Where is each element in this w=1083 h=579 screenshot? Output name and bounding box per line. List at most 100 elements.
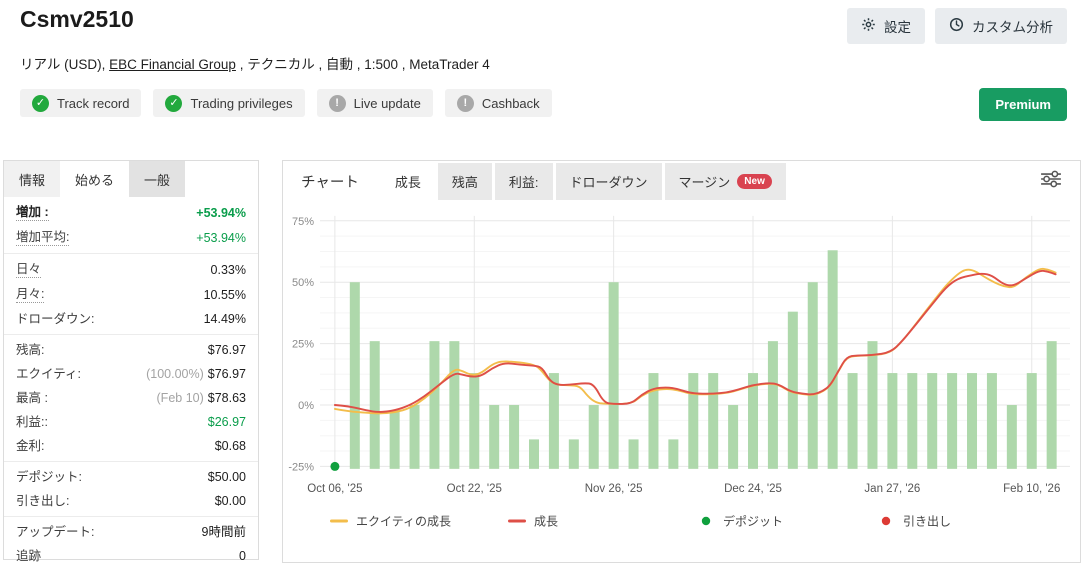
badge-live-update: ! Live update: [316, 89, 433, 117]
chart-tab-balance[interactable]: 残高: [437, 163, 492, 200]
x-axis-label: Oct 22, '25: [447, 483, 502, 495]
custom-analysis-button-label: カスタム分析: [972, 20, 1053, 35]
check-icon: ✓: [32, 94, 49, 112]
growth-bar: [489, 405, 500, 469]
chart-panel: チャート 成長 残高 利益: ドローダウン マージン New: [282, 160, 1081, 563]
stat-row-profit: 利益:: $26.97: [4, 410, 258, 434]
y-axis-label: 25%: [292, 339, 314, 351]
growth-bar: [469, 373, 480, 469]
growth-bar: [648, 373, 659, 469]
growth-bar: [807, 282, 818, 469]
premium-button[interactable]: Premium: [979, 88, 1067, 121]
stat-row-drawdown: ドローダウン: 14.49%: [4, 307, 258, 331]
growth-bar: [409, 405, 420, 469]
broker-link[interactable]: EBC Financial Group: [109, 57, 236, 72]
growth-bar: [847, 373, 858, 469]
stat-label-gain[interactable]: 増加 :: [16, 205, 49, 221]
legend-swatch-line: [508, 519, 526, 523]
stats-list: 増加 : +53.94% 増加平均: +53.94% 日々 0.33% 月々: 10.55% ド…: [4, 197, 258, 571]
x-axis-label: Oct 06, '25: [307, 483, 362, 495]
stat-group-1: 日々 0.33% 月々: 10.55% ドローダウン: 14.49%: [4, 253, 258, 334]
stat-row-gain: 増加 : +53.94%: [4, 200, 258, 225]
stat-label-profit: 利益::: [16, 415, 48, 429]
chart-panel-title: チャート: [301, 175, 359, 191]
stat-row-balance: 残高: $76.97: [4, 338, 258, 362]
sidebar-tabs: 情報 始める 一般: [4, 161, 258, 197]
stat-value-muted-equity: (100.00%): [146, 367, 204, 381]
growth-bar: [728, 405, 739, 469]
settings-button[interactable]: 設定: [847, 8, 925, 44]
stat-label-interest: 金利:: [16, 439, 45, 453]
growth-bar: [509, 405, 520, 469]
sidebar-tab-getting-started[interactable]: 始める: [60, 161, 130, 197]
legend-label: 引き出し: [903, 515, 951, 529]
stat-row-equity: エクイティ: (100.00%) $76.97: [4, 362, 258, 386]
stat-value-deposits: $50.00: [207, 470, 246, 484]
growth-bar: [608, 282, 619, 469]
custom-analysis-button[interactable]: カスタム分析: [935, 8, 1067, 44]
growth-bar: [449, 341, 460, 469]
sidebar-tab-general[interactable]: 一般: [129, 161, 186, 197]
deposit-marker: [330, 461, 340, 471]
stat-label-daily[interactable]: 日々: [16, 262, 42, 278]
chart-tab-drawdown[interactable]: ドローダウン: [555, 163, 662, 200]
exclamation-icon: !: [456, 94, 474, 112]
legend-swatch-dot: [701, 516, 711, 526]
x-axis-label: Jan 27, '26: [864, 483, 920, 495]
stat-group-3: デポジット: $50.00 引き出し: $0.00: [4, 461, 258, 516]
chart-tab-label-balance: 残高: [451, 175, 478, 190]
stat-value-balance: $76.97: [207, 343, 246, 357]
stat-label-balance: 残高:: [16, 343, 45, 357]
growth-bar: [548, 373, 559, 469]
chart-tabs: 成長 残高 利益: ドローダウン マージン New: [380, 163, 789, 200]
subtitle-suffix: , テクニカル , 自動 , 1:500 , MetaTrader 4: [235, 57, 490, 72]
page-title: Csmv2510: [20, 6, 134, 32]
stat-value-withdrawals: $0.00: [214, 494, 246, 508]
x-axis-label: Nov 26, '25: [585, 483, 643, 495]
stat-label-monthly[interactable]: 月々:: [16, 287, 45, 303]
stat-label-highest: 最高 :: [16, 391, 48, 405]
stat-group-4: アップデート: 9時間前 追跡 0: [4, 516, 258, 571]
stat-value-gain: +53.94%: [196, 205, 246, 220]
growth-bar: [947, 373, 958, 469]
badge-label: Trading privileges: [190, 95, 293, 111]
sliders-icon: [1040, 170, 1062, 193]
growth-bar: [748, 373, 759, 469]
stat-row-withdrawals: 引き出し: $0.00: [4, 489, 258, 513]
stat-label-drawdown: ドローダウン:: [16, 312, 95, 326]
chart-tab-growth[interactable]: 成長: [380, 163, 435, 200]
stat-group-0: 増加 : +53.94% 増加平均: +53.94%: [4, 197, 258, 253]
y-axis-label: 75%: [292, 216, 314, 228]
series-line-growth: [333, 269, 1057, 413]
stat-value-interest: $0.68: [214, 439, 246, 453]
subtitle-prefix: リアル (USD),: [20, 57, 110, 72]
stat-row-highest: 最高 : (Feb 10) $78.63: [4, 386, 258, 410]
growth-bar: [887, 373, 898, 469]
growth-bar: [708, 373, 719, 469]
check-icon: ✓: [165, 94, 183, 112]
sidebar-tab-info[interactable]: 情報: [4, 161, 61, 197]
chart-filter-button[interactable]: [1034, 163, 1068, 200]
stat-value-monthly: 10.55%: [203, 287, 246, 302]
stat-label-updated: アップデート:: [16, 525, 95, 539]
stat-label-gain-avg[interactable]: 増加平均:: [16, 230, 70, 246]
growth-bar: [349, 282, 360, 469]
badge-label: Live update: [353, 95, 421, 111]
chart-tabs-row: チャート 成長 残高 利益: ドローダウン マージン New: [283, 161, 1080, 200]
growth-bar: [668, 439, 679, 469]
badge-trading-privileges: ✓ Trading privileges: [153, 89, 305, 117]
stat-row-interest: 金利: $0.68: [4, 434, 258, 458]
growth-chart: Oct 06, '25 Oct 22, '25 Nov 26, '25 Dec 24,…: [288, 216, 1070, 529]
growth-bar: [429, 341, 440, 469]
chart-tab-profit[interactable]: 利益:: [494, 163, 553, 200]
badge-label: Cashback: [481, 95, 540, 111]
badge-label: Track record: [57, 95, 130, 111]
stat-label-tracking: 追跡: [16, 549, 42, 563]
stat-row-gain-avg: 増加平均: +53.94%: [4, 225, 258, 250]
stat-row-deposits: デポジット: $50.00: [4, 465, 258, 489]
growth-bar: [1026, 373, 1037, 469]
growth-bar: [588, 405, 599, 469]
chart-tab-margin[interactable]: マージン New: [664, 163, 786, 200]
stat-value-equity: (100.00%) $76.97: [146, 367, 246, 381]
